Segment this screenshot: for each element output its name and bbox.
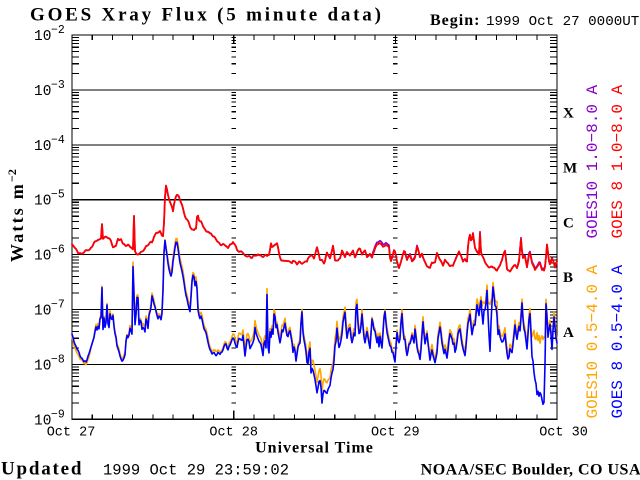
svg-text:GOES 8 0.5−4.0 A: GOES 8 0.5−4.0 A bbox=[609, 264, 627, 418]
svg-text:B: B bbox=[563, 270, 573, 286]
svg-text:−2: −2 bbox=[5, 169, 19, 182]
svg-text:10: 10 bbox=[34, 249, 51, 265]
svg-text:Watts m: Watts m bbox=[7, 182, 27, 262]
svg-text:GOES10 0.5−4.0 A: GOES10 0.5−4.0 A bbox=[584, 264, 602, 418]
svg-text:−2: −2 bbox=[51, 24, 65, 37]
svg-text:10: 10 bbox=[34, 194, 51, 210]
svg-text:−9: −9 bbox=[51, 408, 65, 421]
svg-text:−8: −8 bbox=[51, 353, 65, 366]
svg-text:10: 10 bbox=[34, 304, 51, 320]
svg-text:Oct 28: Oct 28 bbox=[209, 426, 258, 441]
svg-text:−4: −4 bbox=[51, 134, 65, 147]
svg-text:Oct 27: Oct 27 bbox=[47, 426, 96, 441]
svg-text:10: 10 bbox=[34, 139, 51, 155]
svg-text:−7: −7 bbox=[51, 299, 65, 312]
svg-text:10: 10 bbox=[34, 84, 51, 100]
svg-text:GOES Xray Flux (5 minute data): GOES Xray Flux (5 minute data) bbox=[30, 5, 384, 26]
svg-text:10: 10 bbox=[34, 29, 51, 45]
svg-text:Oct 30: Oct 30 bbox=[539, 426, 588, 441]
svg-text:Oct 29: Oct 29 bbox=[371, 426, 420, 441]
svg-text:Universal Time: Universal Time bbox=[255, 440, 374, 457]
svg-text:M: M bbox=[563, 160, 577, 176]
svg-text:A: A bbox=[563, 325, 574, 341]
svg-text:NOAA/SEC Boulder, CO USA: NOAA/SEC Boulder, CO USA bbox=[421, 462, 640, 479]
svg-text:10: 10 bbox=[34, 413, 51, 429]
svg-text:1999 Oct 27 0000UT: 1999 Oct 27 0000UT bbox=[486, 14, 639, 30]
svg-text:−3: −3 bbox=[51, 79, 65, 92]
svg-text:10: 10 bbox=[34, 358, 51, 374]
svg-text:−6: −6 bbox=[51, 244, 65, 257]
svg-text:−5: −5 bbox=[51, 189, 65, 202]
svg-text:GOES10 1.0−8.0 A: GOES10 1.0−8.0 A bbox=[584, 84, 602, 238]
svg-text:Updated: Updated bbox=[1, 459, 83, 480]
svg-text:1999 Oct 29 23:59:02: 1999 Oct 29 23:59:02 bbox=[103, 462, 289, 480]
svg-text:Begin:: Begin: bbox=[430, 12, 480, 29]
svg-text:X: X bbox=[563, 106, 574, 122]
svg-text:GOES 8 1.0−8.0 A: GOES 8 1.0−8.0 A bbox=[609, 84, 627, 238]
svg-text:C: C bbox=[563, 215, 574, 231]
